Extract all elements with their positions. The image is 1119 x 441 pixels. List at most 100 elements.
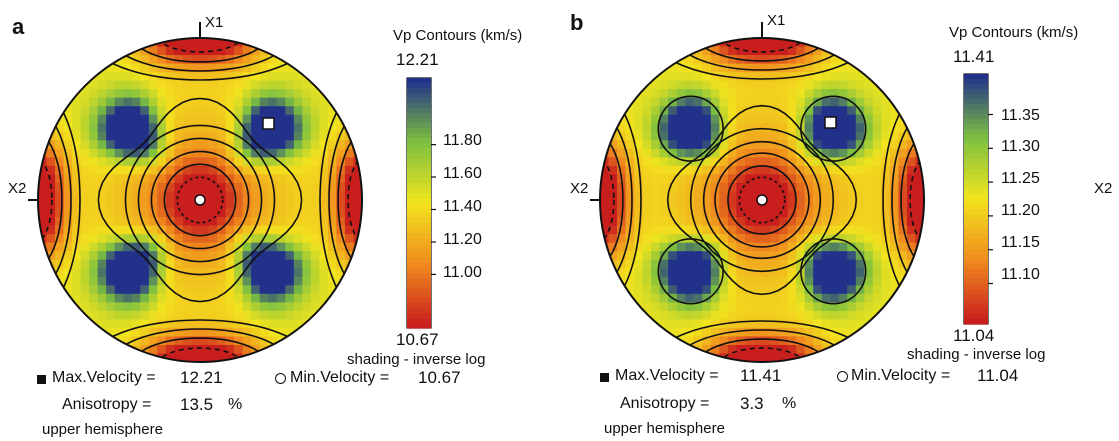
field-cell: [753, 97, 763, 107]
field-cell: [191, 319, 201, 329]
field-cell: [770, 268, 780, 278]
field-cell: [727, 225, 738, 235]
field-cell: [702, 336, 712, 346]
field-cell: [872, 310, 882, 320]
field-cell: [285, 157, 295, 167]
field-cell: [242, 140, 252, 150]
field-cell: [217, 234, 227, 244]
field-cell: [847, 182, 857, 193]
contour-edge-2-3: [38, 86, 81, 314]
field-cell: [114, 319, 124, 329]
field-cell: [131, 285, 141, 295]
field-cell: [804, 234, 814, 244]
field-cell: [89, 174, 99, 184]
field-cell: [80, 242, 90, 252]
min-velocity-legend-circle: [275, 373, 286, 384]
field-cell: [336, 148, 346, 158]
field-cell: [114, 89, 124, 99]
field-cell: [276, 131, 286, 141]
field-cell: [191, 259, 201, 269]
field-cell: [38, 217, 48, 227]
field-cell: [200, 89, 210, 99]
field-cell: [319, 157, 329, 167]
field-cell: [182, 55, 193, 65]
field-cell: [123, 208, 133, 218]
field-cell: [821, 310, 831, 320]
field-cell: [915, 174, 924, 184]
field-cell: [779, 225, 789, 235]
field-cell: [89, 327, 99, 338]
field-cell: [787, 217, 797, 227]
field-cell: [217, 327, 227, 338]
field-cell: [200, 285, 210, 295]
field-cell: [770, 89, 780, 99]
field-cell: [80, 251, 90, 261]
field-cell: [217, 89, 227, 99]
field-cell: [872, 225, 882, 235]
field-cell: [268, 165, 278, 176]
colorbar-swatch: [964, 204, 988, 210]
field-cell: [642, 225, 652, 235]
field-cell: [719, 106, 729, 116]
field-cell: [174, 225, 184, 235]
field-cell: [225, 131, 235, 141]
field-cell: [302, 251, 312, 261]
field-cell: [131, 123, 141, 133]
field-cell: [242, 165, 252, 176]
field-cell: [310, 251, 320, 261]
colorbar-swatch: [964, 229, 988, 235]
field-cell: [906, 140, 917, 150]
field-cell: [302, 268, 312, 278]
field-cell: [727, 285, 738, 295]
field-cell: [225, 293, 235, 303]
colorbar-swatch: [407, 193, 431, 199]
field-cell: [55, 174, 65, 184]
field-cell: [63, 114, 73, 124]
field-cell: [685, 251, 695, 261]
field-cell: [140, 114, 150, 124]
field-cell: [191, 276, 201, 286]
field-cell: [676, 46, 686, 56]
field-cell: [234, 217, 244, 227]
field-cell: [106, 114, 116, 124]
field-cell: [259, 217, 269, 227]
field-cell: [234, 140, 244, 150]
contour-edge-0-0: [156, 38, 244, 53]
field-cell: [251, 174, 261, 184]
colorbar-min: 11.04: [953, 326, 995, 345]
field-cell: [80, 234, 90, 244]
field-cell: [276, 344, 286, 355]
field-cell: [702, 72, 712, 82]
field-cell: [779, 140, 789, 150]
pole-figure-a: [28, 22, 436, 363]
field-cell: [872, 208, 882, 218]
field-cell: [38, 174, 48, 184]
field-cell: [753, 106, 763, 116]
field-cell: [123, 225, 133, 235]
field-cell: [302, 293, 312, 303]
field-cell: [813, 72, 823, 82]
field-cell: [72, 217, 82, 227]
colorbar-swatch: [407, 233, 431, 239]
field-cell: [251, 80, 261, 90]
field-cell: [319, 131, 329, 141]
field-cell: [165, 165, 176, 176]
field-cell: [217, 72, 227, 82]
field-cell: [855, 251, 865, 261]
field-cell: [813, 268, 823, 278]
field-cell: [97, 165, 107, 176]
colorbar-swatch: [964, 289, 988, 295]
field-cell: [702, 353, 712, 362]
contour-center-0: [738, 176, 786, 224]
field-cell: [80, 140, 90, 150]
field-cell: [744, 242, 755, 252]
field-cell: [191, 165, 201, 176]
field-cell: [710, 225, 720, 235]
field-cell: [114, 97, 124, 107]
field-cell: [659, 72, 669, 82]
field-cell: [838, 46, 848, 56]
field-cell: [753, 353, 763, 362]
field-cell: [668, 200, 678, 210]
field-cell: [276, 251, 286, 261]
field-cell: [770, 200, 780, 210]
